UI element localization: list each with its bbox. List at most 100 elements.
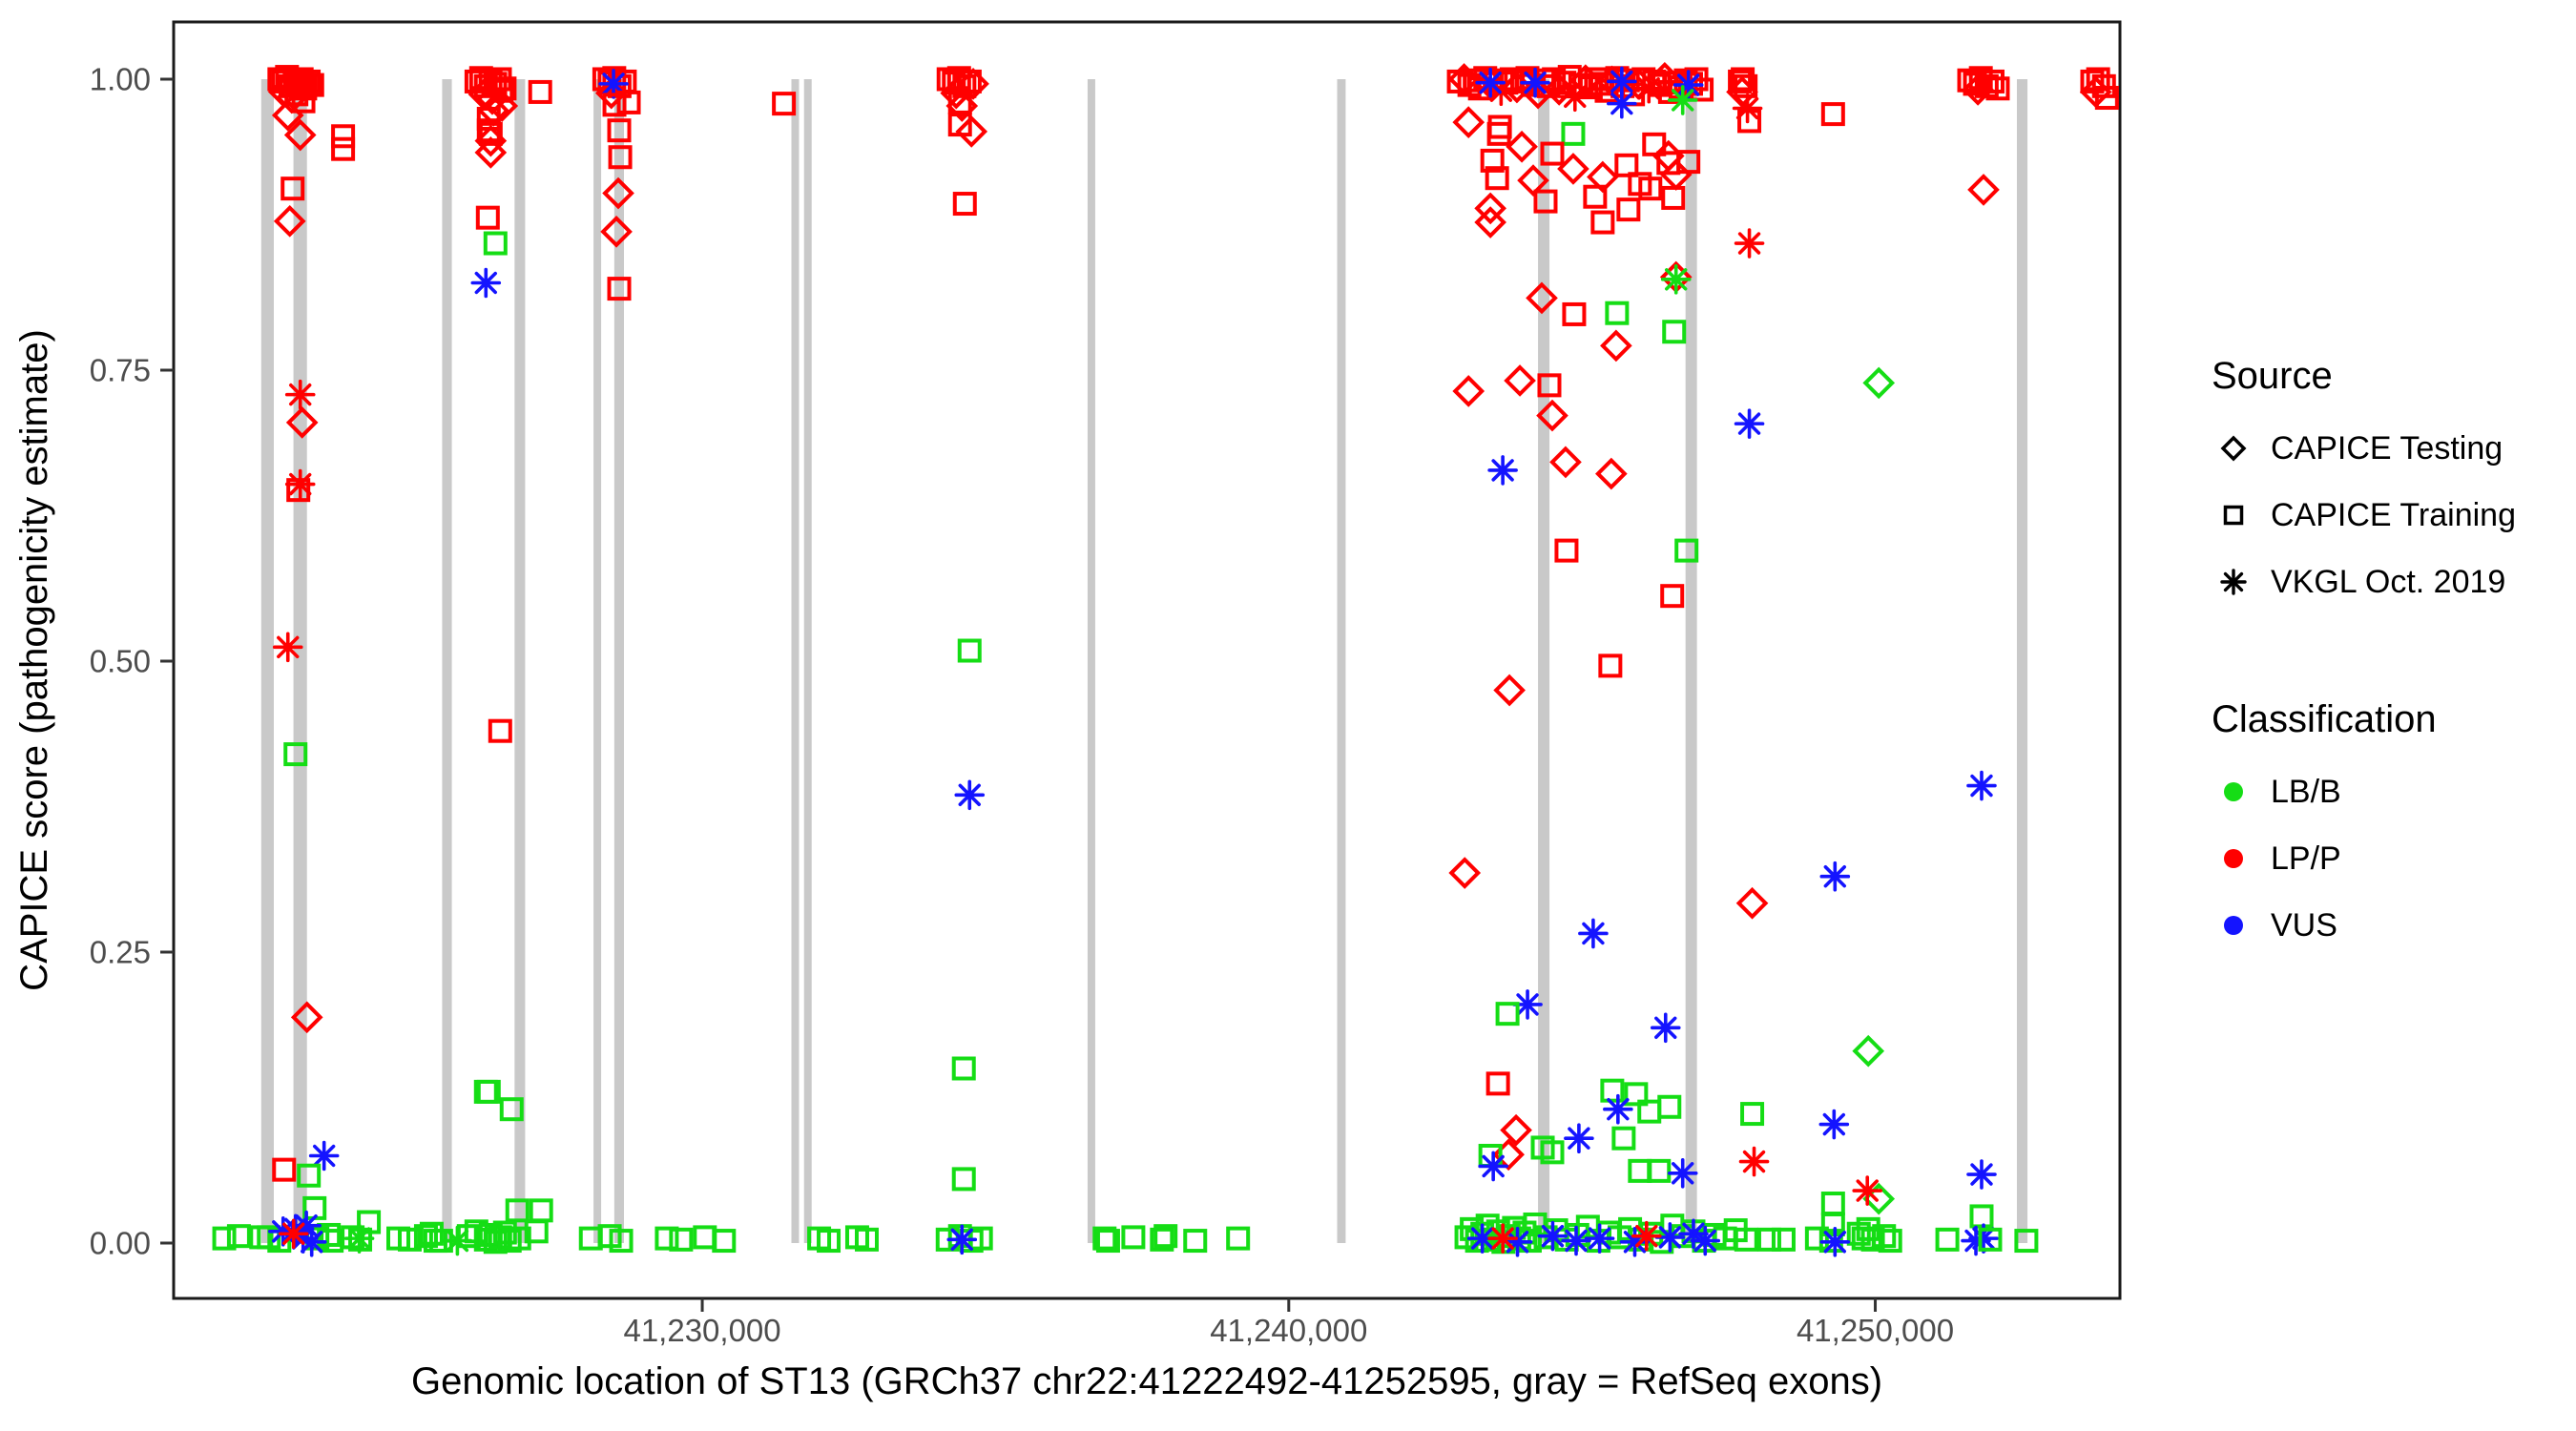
data-point	[1737, 109, 1762, 134]
data-point	[1872, 1224, 1897, 1249]
data-point	[528, 79, 552, 104]
data-point	[1092, 1226, 1117, 1251]
data-point	[945, 90, 979, 122]
legend-classification: Classification LB/B LP/P VUS	[2212, 698, 2437, 959]
refseq-exon-bar	[1538, 79, 1550, 1243]
data-point	[602, 93, 627, 117]
refseq-exon-bar	[293, 79, 307, 1243]
data-point	[1485, 1071, 1510, 1096]
panel-border	[172, 20, 2122, 1300]
y-tick-label: 0.00	[89, 1225, 151, 1261]
data-point	[1660, 264, 1692, 295]
refseq-exon-bar	[593, 79, 602, 1243]
data-point	[1474, 192, 1506, 225]
data-point	[507, 1226, 531, 1251]
data-point	[1740, 1102, 1765, 1127]
data-point	[1504, 364, 1536, 397]
data-point	[1183, 1229, 1208, 1254]
data-point	[1495, 1002, 1520, 1027]
x-tick-label: 41,250,000	[1796, 1313, 1955, 1348]
data-point	[1650, 1012, 1681, 1044]
data-point	[1578, 918, 1609, 949]
data-point	[272, 632, 303, 663]
data-point	[693, 1225, 717, 1250]
data-point	[1600, 1078, 1625, 1103]
data-point	[1598, 653, 1623, 678]
data-point	[957, 68, 989, 100]
data-point	[1819, 1226, 1851, 1257]
data-point	[951, 1056, 976, 1081]
refseq-exon-bar	[514, 79, 526, 1243]
data-point	[1616, 197, 1641, 222]
data-point	[1980, 69, 2005, 93]
data-point	[772, 92, 797, 116]
data-point	[1731, 67, 1755, 92]
legend-item-vus: VUS	[2212, 892, 2437, 959]
refseq-exon-bar	[613, 79, 624, 1243]
data-point	[1583, 184, 1608, 209]
data-point	[1561, 1225, 1591, 1256]
legend-item-label: VKGL Oct. 2019	[2271, 563, 2506, 600]
data-point	[1600, 329, 1632, 363]
data-point	[1966, 770, 1997, 801]
data-point	[1605, 301, 1630, 325]
data-point	[1935, 1227, 1960, 1252]
refseq-exon-bar	[791, 79, 800, 1243]
data-point	[1493, 674, 1526, 707]
data-point	[226, 1224, 251, 1249]
data-point	[1661, 185, 1686, 210]
data-point	[602, 176, 634, 210]
legend-classification-title: Classification	[2212, 698, 2437, 740]
data-point	[1638, 176, 1663, 201]
data-point	[1678, 1218, 1709, 1250]
y-tick-label: 0.25	[89, 934, 151, 970]
data-point	[1852, 1175, 1883, 1206]
square-marker-icon	[2223, 505, 2244, 526]
data-point	[946, 1224, 978, 1255]
data-point	[1095, 1229, 1120, 1254]
data-point	[1537, 373, 1562, 398]
data-point	[486, 90, 519, 122]
data-point	[284, 82, 309, 107]
refseq-exon-bar	[2016, 79, 2028, 1243]
data-point	[1818, 1109, 1850, 1140]
data-point	[1226, 1226, 1251, 1251]
data-point	[712, 1229, 737, 1254]
data-point	[1480, 148, 1505, 173]
data-point	[954, 779, 986, 811]
data-point	[470, 267, 502, 299]
data-point	[212, 1226, 237, 1251]
data-point	[1667, 85, 1698, 115]
data-point	[1590, 210, 1615, 235]
data-point	[284, 379, 316, 410]
data-point	[1448, 857, 1482, 889]
data-point	[1537, 1220, 1568, 1252]
data-point	[475, 205, 500, 230]
data-point	[598, 69, 629, 99]
data-point	[1540, 1140, 1565, 1165]
data-point	[1475, 67, 1506, 98]
data-point	[1452, 106, 1485, 138]
data-point	[1734, 408, 1765, 439]
data-point	[1662, 320, 1687, 344]
legend-classification-items: LB/B LP/P VUS	[2212, 758, 2437, 959]
data-point	[669, 1227, 694, 1252]
data-point	[817, 1229, 841, 1254]
data-point	[1756, 1227, 1781, 1252]
data-point	[854, 1227, 879, 1252]
x-axis-title: Genomic location of ST13 (GRCh37 chr22:4…	[410, 1360, 1883, 1402]
data-point	[1967, 174, 2000, 206]
data-point	[1536, 399, 1568, 432]
data-point	[1657, 1094, 1682, 1119]
data-point	[1674, 538, 1699, 563]
legend-item-vkgl-oct-2019: VKGL Oct. 2019	[2212, 549, 2516, 615]
data-point	[952, 192, 977, 217]
data-point	[1862, 366, 1896, 400]
data-point	[608, 145, 633, 170]
refseq-exon-bar	[442, 79, 452, 1243]
color-dot-icon	[2224, 849, 2243, 868]
data-point	[524, 1219, 549, 1244]
data-point	[478, 121, 503, 146]
data-point	[1478, 1151, 1508, 1182]
